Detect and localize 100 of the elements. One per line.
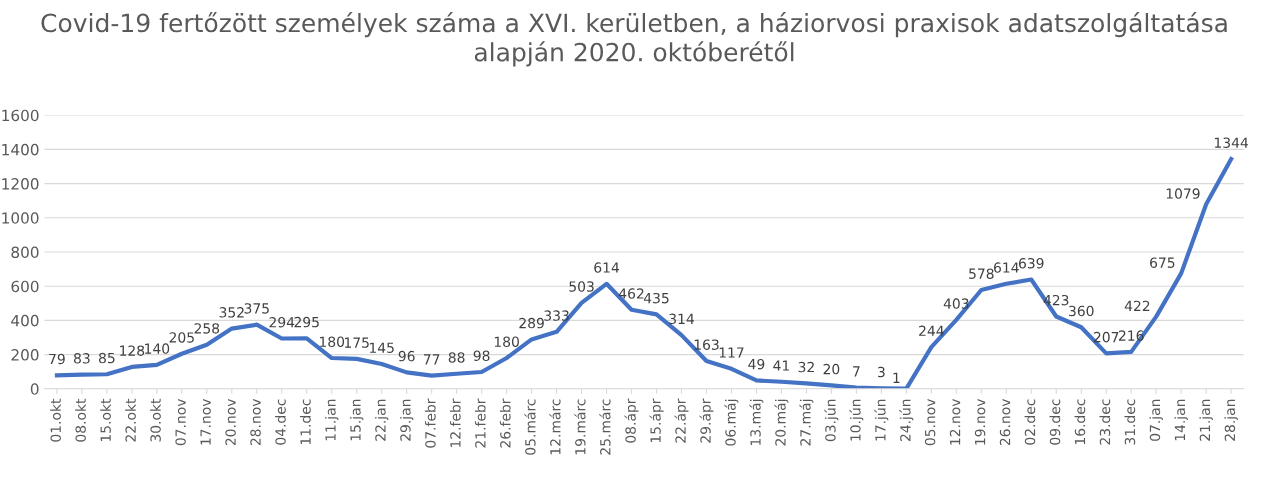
data-label: 403: [943, 298, 969, 309]
x-tick-label: 26.febr: [499, 398, 511, 448]
data-label: 1344: [1214, 137, 1249, 148]
data-label: 3: [878, 366, 885, 378]
x-tick-label: 07.jan: [1149, 399, 1163, 441]
data-label: 578: [969, 268, 994, 279]
x-tick-label: 12.nov: [949, 398, 961, 445]
data-label: 77: [423, 354, 440, 365]
x-tick-label: 22.jan: [374, 399, 389, 441]
data-label: 258: [194, 323, 220, 334]
x-tick-label: 07.febr: [424, 398, 436, 448]
data-label: 352: [219, 307, 244, 318]
data-label: 1079: [1166, 188, 1200, 199]
data-label: 333: [544, 310, 569, 321]
x-tick-label: 06.máj: [724, 399, 739, 446]
x-tick-label: 24.jún: [899, 399, 914, 442]
data-label: 207: [1093, 331, 1119, 343]
data-label: 20: [823, 363, 840, 375]
x-tick-label: 21.febr: [474, 398, 486, 448]
y-tick-label: 800: [11, 246, 39, 259]
data-label: 180: [494, 336, 519, 347]
y-tick-label: 0: [30, 383, 39, 395]
x-tick-label: 05.nov: [924, 398, 936, 446]
x-tick-label: 11.dec: [300, 399, 311, 445]
data-label: 41: [773, 360, 789, 371]
data-label: 462: [618, 288, 644, 299]
data-label: 145: [369, 342, 394, 353]
x-tick-label: 23.dec: [1099, 399, 1111, 445]
y-tick-label: 400: [11, 314, 39, 327]
data-label: 1: [893, 372, 900, 383]
y-tick-label: 1200: [2, 178, 39, 190]
x-tick-label: 19.nov: [974, 398, 986, 445]
x-tick-label: 16.dec: [1074, 399, 1086, 445]
data-label: 140: [145, 343, 170, 354]
x-tick-label: 01.okt: [50, 398, 61, 442]
y-tick-label: 1400: [2, 143, 39, 156]
x-tick-label: 02.dec: [1024, 399, 1036, 445]
data-label: 79: [49, 353, 65, 365]
x-tick-label: 25.márc: [599, 399, 611, 455]
x-tick-label: 15.ápr: [649, 398, 664, 443]
data-label: 244: [919, 325, 944, 336]
data-label: 180: [319, 336, 345, 347]
x-tick-label: 29.jan: [399, 399, 414, 441]
data-label: 295: [294, 316, 319, 328]
data-label: 98: [473, 350, 490, 362]
x-tick-label: 22.ápr: [674, 398, 689, 443]
x-tick-label: 31.dec: [1124, 399, 1136, 445]
x-tick-label: 10.jún: [849, 399, 864, 441]
data-label: 435: [643, 292, 669, 304]
data-label: 96: [398, 350, 415, 362]
x-tick-label: 21.jan: [1199, 399, 1213, 441]
x-tick-label: 27.máj: [799, 399, 814, 446]
x-tick-label: 12.febr: [449, 398, 461, 448]
data-label: 614: [594, 262, 620, 273]
x-tick-label: 26.nov: [999, 398, 1011, 446]
data-label: 83: [74, 353, 90, 364]
x-tick-label: 13.máj: [749, 399, 764, 445]
x-tick-label: 17.nov: [200, 398, 211, 445]
data-label: 32: [798, 361, 814, 373]
x-tick-label: 09.dec: [1049, 399, 1061, 445]
data-label: 175: [344, 337, 369, 348]
x-tick-label: 08.okt: [75, 398, 86, 442]
x-tick-label: 11.jan: [325, 399, 339, 441]
x-tick-label: 03.jún: [824, 399, 839, 442]
x-tick-label: 22.okt: [125, 398, 136, 442]
x-tick-label: 14.jan: [1174, 399, 1188, 441]
data-label: 163: [694, 339, 719, 350]
chart-title: Covid-19 fertőzött személyek száma a XVI. kerületben, a háziorvosi praxisok adatszolgáltatása alapján 2020. októberétől: [41, 12, 1227, 67]
data-label: 360: [1069, 305, 1094, 317]
data-label: 294: [269, 317, 295, 328]
data-label: 289: [519, 317, 544, 329]
x-tick-label: 29.ápr: [699, 398, 714, 443]
x-tick-label: 15.okt: [100, 398, 111, 442]
data-label: 205: [169, 332, 194, 343]
data-label: 117: [719, 347, 744, 358]
y-tick-label: 1000: [2, 212, 39, 224]
x-tick-label: 07.nov: [175, 398, 186, 446]
y-tick-label: 200: [11, 349, 39, 361]
data-label: 639: [1018, 258, 1044, 269]
x-tick-label: 20.nov: [225, 398, 236, 446]
data-label: 88: [448, 352, 465, 363]
x-tick-label: 08.ápr: [624, 398, 639, 443]
x-tick-label: 20.máj: [774, 399, 789, 446]
data-label: 375: [244, 303, 269, 314]
data-label: 49: [748, 358, 765, 370]
y-tick-label: 600: [11, 280, 39, 293]
x-tick-label: 19.márc: [574, 399, 586, 455]
data-label: 675: [1150, 257, 1175, 268]
data-label: 314: [669, 313, 694, 325]
data-label: 85: [98, 352, 115, 364]
data-label: 7: [853, 366, 860, 377]
data-label: 128: [120, 345, 145, 356]
x-tick-label: 28.nov: [250, 398, 261, 446]
x-tick-label: 12.márc: [549, 399, 561, 455]
x-tick-label: 30.okt: [150, 398, 161, 442]
y-tick-label: 1600: [2, 109, 39, 122]
x-tick-label: 04.dec: [275, 399, 286, 445]
data-label: 422: [1124, 300, 1150, 311]
x-tick-label: 28.jan: [1224, 399, 1238, 441]
x-tick-label: 15.jan: [349, 399, 364, 441]
